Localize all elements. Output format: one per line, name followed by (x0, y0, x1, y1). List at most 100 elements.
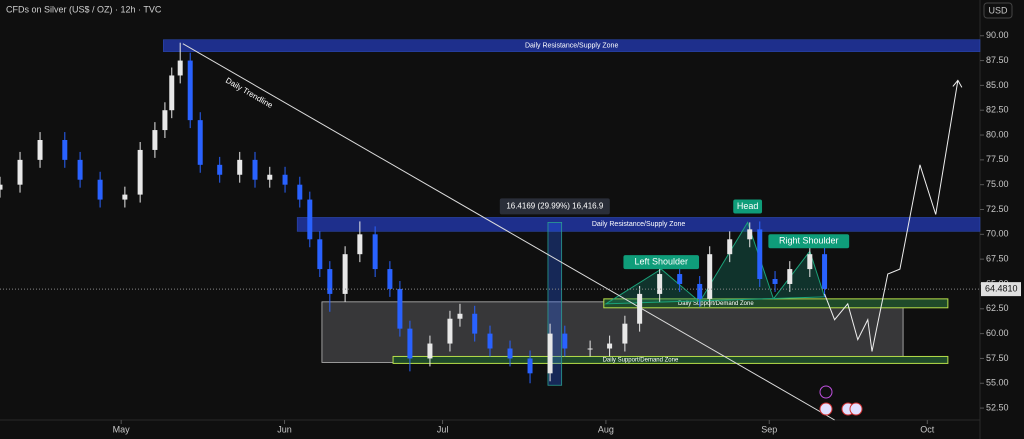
candle-body (657, 274, 663, 294)
candle-body (267, 174, 273, 180)
x-tick-label: Jul (437, 424, 449, 434)
candle-body (137, 149, 143, 195)
pattern-label-box (733, 199, 763, 214)
x-tick-label: Aug (598, 424, 614, 434)
candle-body (622, 323, 628, 344)
candle-body (122, 194, 128, 200)
y-tick-label: 67.50 (986, 254, 1009, 264)
plot: Daily Resistance/Supply Zone Daily Resist… (0, 39, 981, 421)
y-tick-label: 60.00 (986, 328, 1009, 338)
y-tick-label: 75.00 (986, 179, 1009, 189)
zone-label: Daily Support/Demand Zone (603, 358, 679, 364)
last-price-label: 64.4810 (985, 283, 1018, 293)
candle-body (772, 279, 778, 284)
currency[interactable]: USD (988, 5, 1008, 15)
measure-label: 16.4169 (29.99%) 16,416.9 (506, 202, 604, 211)
candle-body (807, 254, 813, 270)
candle-body (387, 269, 393, 289)
candle-body (327, 269, 333, 294)
candle-body (217, 164, 223, 175)
zone (392, 355, 949, 364)
y-tick-label: 62.50 (986, 303, 1009, 313)
candle-body (357, 234, 363, 255)
candle-body (17, 159, 23, 185)
x-tick-label: Sep (761, 424, 777, 434)
projection-path (824, 80, 959, 352)
candle-body (787, 269, 793, 284)
y-tick-label: 85.00 (986, 80, 1009, 90)
candle-body (77, 159, 83, 180)
candle-body (637, 293, 643, 324)
candle-body (397, 288, 403, 329)
candle-body (507, 348, 513, 359)
candle-body (372, 234, 378, 270)
zone-label: Daily Resistance/Supply Zone (592, 221, 685, 228)
candle-body (487, 333, 493, 349)
pattern-label-box (768, 234, 850, 249)
candle-body (547, 333, 553, 374)
candle-body (162, 110, 168, 131)
event-icon[interactable] (819, 385, 833, 399)
candle-body (697, 283, 703, 299)
y-tick-label: 90.00 (986, 30, 1009, 40)
candle-body (37, 140, 43, 160)
pattern-label: Left Shoulder (634, 257, 688, 267)
x-tick-label: Oct (920, 424, 935, 434)
candle-body (457, 313, 463, 319)
candle-body (727, 239, 733, 255)
candle-body (0, 184, 3, 190)
candle-body (822, 254, 828, 289)
candle-body (62, 140, 68, 160)
projection-arrow (952, 79, 963, 88)
candle-body (472, 313, 478, 334)
candle-body (757, 229, 763, 280)
zone-label: Daily Support/Demand Zone (678, 301, 754, 307)
candle-body (197, 120, 203, 165)
candle-body (447, 318, 453, 344)
zone-label: Daily Resistance/Supply Zone (525, 43, 618, 50)
candle-body (252, 159, 258, 180)
y-tick-label: 57.50 (986, 353, 1009, 363)
chart-title: CFDs on Silver (US$ / OZ) · 12h · TVC (6, 4, 162, 14)
y-tick-label: 82.50 (986, 105, 1009, 115)
candle-body (187, 60, 193, 121)
y-tick-label: 77.50 (986, 154, 1009, 164)
candle-body (562, 333, 568, 349)
candle-body (177, 60, 183, 76)
pattern-label-box (623, 255, 700, 270)
event-icon[interactable] (849, 402, 863, 416)
x-tick-label: Jun (277, 424, 292, 434)
candle-body (237, 159, 243, 175)
candle-body (747, 229, 753, 240)
candle-body (152, 130, 158, 150)
candle-body (527, 358, 533, 374)
last-price-box (981, 282, 1021, 297)
measure-label-box (499, 198, 610, 215)
zone (163, 39, 981, 52)
y-tick-label: 55.00 (986, 378, 1009, 388)
candle-body (317, 239, 323, 270)
candle-body (307, 199, 313, 240)
event-icon[interactable] (819, 402, 833, 416)
y-tick-label: 80.00 (986, 129, 1009, 139)
zone (296, 217, 981, 232)
candle-body (282, 174, 288, 185)
candle-body (342, 254, 348, 294)
y-tick-label: 70.00 (986, 229, 1009, 239)
y-tick-label: 52.50 (986, 402, 1009, 412)
candle-body (169, 75, 175, 111)
currency-button[interactable] (983, 2, 1013, 19)
candle-body (677, 274, 683, 284)
candle-body (427, 343, 433, 359)
y-tick-label: 72.50 (986, 204, 1009, 214)
candle-body (607, 343, 613, 349)
pattern-label: Head (737, 201, 759, 211)
x-tick-label: May (113, 424, 131, 434)
candle-body (407, 328, 413, 359)
y-tick-label: 87.50 (986, 55, 1009, 65)
candle-body (97, 179, 103, 200)
candle-body (297, 184, 303, 200)
pattern-label: Right Shoulder (779, 236, 839, 246)
